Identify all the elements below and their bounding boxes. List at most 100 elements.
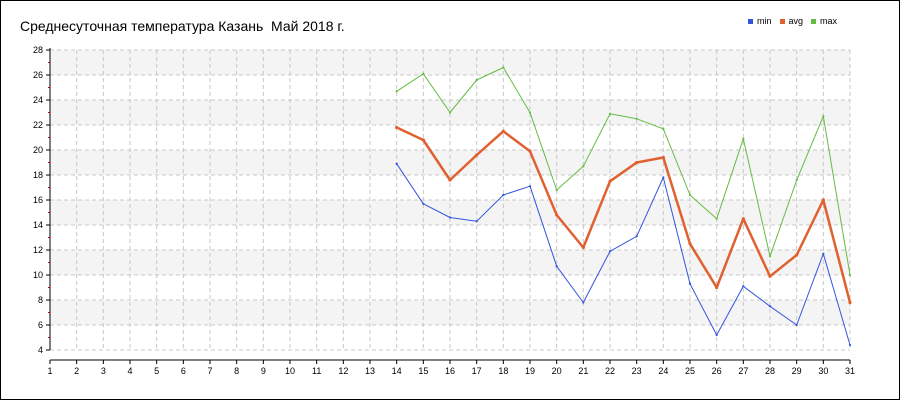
y-tick-label: 4: [38, 345, 43, 355]
x-tick-label: 11: [312, 366, 321, 376]
legend-label: avg: [788, 16, 804, 26]
x-tick-label: 21: [578, 366, 588, 376]
y-tick-label: 14: [33, 220, 43, 230]
x-tick-label: 26: [712, 366, 722, 376]
data-point-max: [742, 137, 745, 140]
legend-item-max: max: [811, 16, 837, 26]
data-point-max: [635, 117, 638, 120]
data-point-avg: [768, 274, 772, 278]
data-point-max: [662, 127, 665, 130]
legend-label: min: [757, 16, 772, 26]
x-tick-label: 19: [525, 366, 535, 376]
data-point-avg: [581, 245, 585, 250]
data-point-min: [502, 193, 505, 197]
data-point-max: [582, 165, 585, 168]
x-tick-label: 12: [338, 366, 348, 376]
x-tick-label: 10: [285, 366, 295, 376]
x-tick-label: 28: [765, 366, 775, 376]
y-axis-ticks: 4 6 8 10 12 14 16 18 20 22 24 26 28: [33, 45, 50, 355]
data-point-min: [795, 323, 798, 327]
data-point-min: [742, 285, 745, 288]
y-tick-label: 16: [33, 195, 43, 205]
data-point-min: [395, 162, 398, 165]
data-point-max: [768, 255, 772, 258]
data-point-min: [555, 265, 558, 268]
y-tick-label: 6: [38, 320, 43, 330]
data-point-min: [448, 216, 452, 219]
y-tick-label: 24: [33, 95, 43, 105]
x-tick-label: 6: [181, 366, 186, 376]
data-point-avg: [528, 149, 532, 153]
legend-item-min: min: [748, 16, 772, 26]
data-point-avg: [501, 129, 505, 133]
data-point-min: [768, 305, 772, 308]
data-point-avg: [608, 179, 612, 183]
x-axis-ticks: 1 2 3 4 5 6 7 8 9 10 11 12 13 14 15 16 17 18 19 20 21 22 23 24 2…: [47, 360, 855, 376]
y-tick-label: 8: [38, 295, 43, 305]
x-tick-label: 29: [792, 366, 802, 376]
x-tick-label: 25: [685, 366, 695, 376]
y-tick-label: 28: [33, 45, 43, 55]
x-tick-label: 23: [632, 366, 642, 376]
data-point-avg: [821, 198, 825, 202]
x-tick-label: 27: [738, 366, 748, 376]
data-point-max: [795, 178, 798, 182]
data-point-max: [395, 90, 398, 93]
data-point-max: [528, 111, 532, 114]
x-tick-label: 30: [818, 366, 828, 376]
data-point-max: [688, 193, 692, 197]
grid-lines: [49, 49, 851, 351]
x-tick-label: 16: [445, 366, 455, 376]
series-max: [395, 66, 852, 277]
legend-swatch: [748, 18, 753, 24]
x-tick-label: 22: [605, 366, 615, 376]
data-point-min: [475, 220, 478, 223]
data-point-avg: [555, 213, 559, 217]
y-tick-label: 20: [33, 145, 43, 155]
data-point-min: [822, 252, 825, 255]
series-line-min: [396, 163, 851, 346]
data-point-max: [448, 111, 452, 114]
data-point-max: [848, 273, 852, 277]
data-point-avg: [795, 253, 799, 257]
data-point-max: [502, 66, 505, 69]
series-avg: [395, 125, 852, 305]
x-tick-label: 5: [154, 366, 159, 376]
data-point-avg: [741, 217, 745, 221]
chart-legend: min avg max: [748, 16, 845, 26]
y-tick-label: 18: [33, 170, 43, 180]
y-tick-label: 22: [33, 120, 43, 130]
data-point-max: [422, 72, 425, 75]
data-point-avg: [635, 160, 639, 165]
chart-title: Среднесуточная температура Казань Май 20…: [20, 18, 345, 34]
x-tick-label: 13: [365, 366, 375, 376]
data-point-avg: [688, 242, 692, 246]
x-tick-label: 20: [552, 366, 562, 376]
data-point-min: [528, 185, 532, 188]
data-point-min: [635, 235, 638, 238]
data-point-avg: [475, 153, 479, 157]
data-point-min: [848, 343, 852, 347]
data-point-max: [475, 78, 478, 82]
y-tick-label: 10: [33, 270, 43, 280]
grid-band: [50, 225, 850, 250]
data-point-avg: [848, 300, 852, 305]
data-point-avg: [395, 125, 399, 130]
x-tick-label: 2: [74, 366, 79, 376]
x-tick-label: 17: [472, 366, 482, 376]
data-point-min: [608, 250, 612, 253]
legend-item-avg: avg: [779, 16, 804, 26]
legend-swatch: [811, 18, 817, 24]
data-point-avg: [715, 285, 719, 290]
x-tick-label: 8: [234, 366, 239, 376]
x-tick-label: 3: [101, 366, 106, 376]
data-point-max: [822, 115, 825, 118]
x-tick-label: 1: [47, 366, 52, 376]
data-point-avg: [421, 138, 425, 142]
x-tick-label: 15: [418, 366, 428, 376]
data-point-max: [555, 188, 558, 192]
x-tick-label: 31: [845, 366, 855, 376]
data-point-min: [582, 301, 585, 304]
x-tick-label: 7: [207, 366, 212, 376]
